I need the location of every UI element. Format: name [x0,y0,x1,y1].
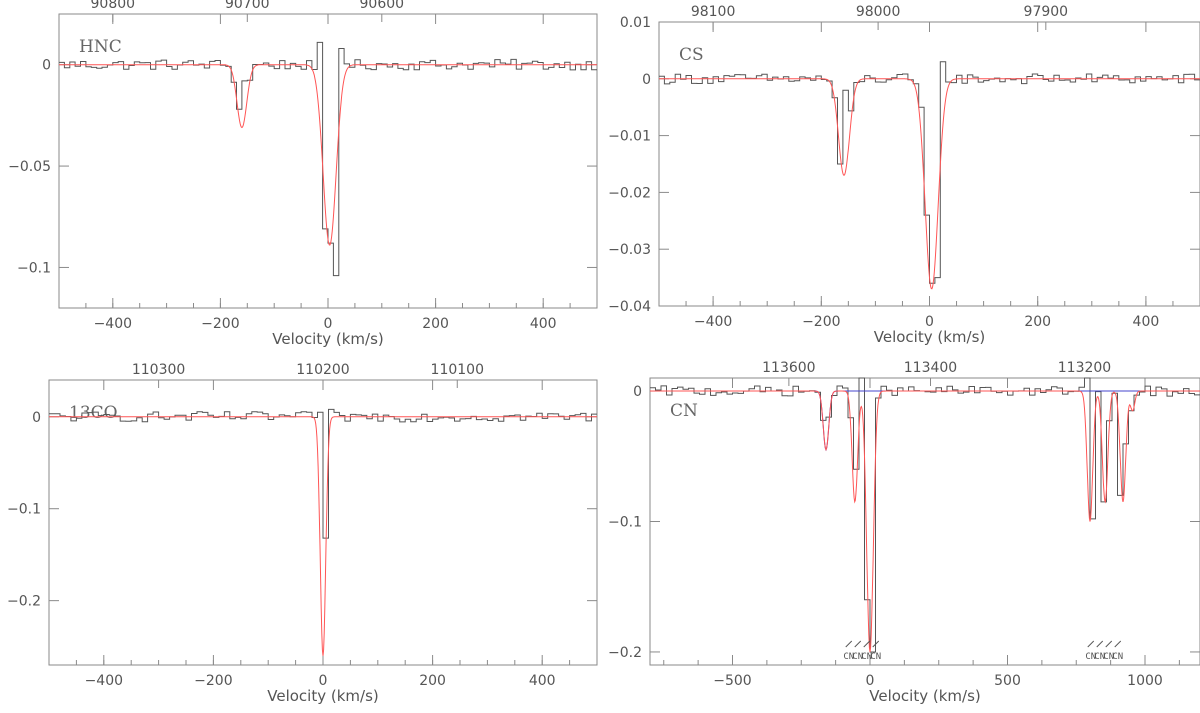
molecule-label: CN [670,401,698,421]
hfs-marker-label: CN [1085,652,1096,662]
y-tick-label: −0.1 [7,502,41,518]
x-axis-label: Velocity (km/s) [272,330,383,348]
y-tick-label: −0.02 [608,185,651,201]
y-tick-label: 0 [633,384,642,400]
top-axis-label: 98000 [856,4,901,20]
x-tick-label: 200 [419,673,446,689]
hfs-marker-tick [863,640,871,648]
x-tick-label: −400 [94,316,132,332]
hfs-marker-label: CN [1103,652,1114,662]
hfs-marker-tick [1114,640,1122,648]
x-tick-label: −400 [694,314,732,330]
hfs-marker-tick [1096,640,1104,648]
x-tick-label: 400 [530,316,557,332]
model-fit [59,64,597,246]
x-tick-label: −200 [201,316,239,332]
y-tick-label: −0.01 [608,129,651,145]
y-tick-label: −0.1 [608,515,642,531]
model-fit [659,78,1200,290]
x-tick-label: 400 [1133,314,1160,330]
hfs-marker-tick [854,640,862,648]
hfs-marker-label: CN [852,652,863,662]
top-axis-label: 90800 [91,0,136,12]
x-tick-label: −500 [713,673,751,689]
hfs-marker-label: CN [861,652,872,662]
y-tick-label: −0.05 [8,159,51,175]
hfs-marker-tick [845,640,853,648]
top-axis-label: 90600 [360,0,405,12]
x-axis-label: Velocity (km/s) [874,328,985,346]
plot-frame [58,13,598,309]
x-tick-label: 0 [324,316,333,332]
y-tick-label: 0 [42,58,51,74]
x-tick-label: −200 [802,314,840,330]
model-fit [49,416,597,656]
top-axis-label: 110200 [296,362,349,378]
x-tick-label: 0 [925,314,934,330]
model-fit [650,390,1200,653]
x-tick-label: 1000 [1127,673,1163,689]
x-tick-label: 0 [319,673,328,689]
hfs-marker-tick [872,640,880,648]
y-tick-label: −0.03 [608,242,651,258]
x-tick-label: 500 [994,673,1021,689]
top-axis-label: 113400 [904,360,957,376]
hfs-marker-tick [1087,640,1095,648]
x-axis-label: Velocity (km/s) [267,687,378,705]
hfs-marker-label: CN [1094,652,1105,662]
observed-spectrum [659,61,1200,284]
y-tick-label: −0.2 [608,645,642,661]
top-axis-label: 113200 [1058,360,1111,376]
top-axis-label: 90700 [225,0,270,12]
y-tick-label: 0 [642,72,651,88]
x-tick-label: 200 [1024,314,1051,330]
observed-spectrum [59,41,597,277]
top-axis-label: 98100 [691,4,736,20]
top-axis-label: 97900 [1024,4,1069,20]
molecule-label: CS [679,45,704,65]
hfs-marker-label: CN [870,652,881,662]
x-tick-label: 200 [422,316,449,332]
y-tick-label: 0 [32,410,41,426]
molecule-label: HNC [79,37,122,57]
x-tick-label: −400 [85,673,123,689]
x-axis-label: Velocity (km/s) [869,687,980,705]
y-tick-label: −0.2 [7,594,41,610]
top-axis-label: 113600 [762,360,815,376]
hfs-marker-label: CN [1112,652,1123,662]
observed-spectrum [650,377,1200,653]
y-tick-label: −0.04 [608,299,651,315]
x-tick-label: 400 [529,673,556,689]
x-tick-label: −200 [194,673,232,689]
top-axis-label: 110300 [132,362,185,378]
top-axis-label: 110100 [431,362,484,378]
x-tick-label: 0 [866,673,875,689]
y-tick-label: 0.01 [620,15,651,31]
hfs-marker-tick [1105,640,1113,648]
hfs-marker-label: CN [843,652,854,662]
observed-spectrum [49,408,597,539]
y-tick-label: −0.1 [17,260,51,276]
